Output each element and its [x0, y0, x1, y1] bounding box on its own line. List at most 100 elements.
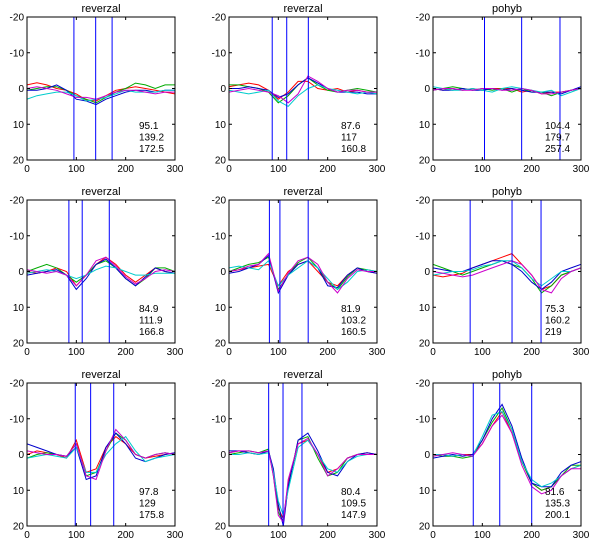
plot-area	[433, 200, 581, 343]
marker-value-2: 117	[341, 133, 357, 144]
series-line-4	[27, 435, 175, 473]
x-tick-label: 200	[523, 164, 540, 175]
series-line-4	[433, 410, 581, 488]
panel-title: reverzal	[283, 186, 322, 198]
y-tick-label: 10	[13, 303, 25, 314]
y-tick-label: 0	[220, 450, 226, 461]
x-tick-label: 200	[117, 164, 134, 175]
y-tick-label: -20	[212, 196, 227, 207]
panel-title: pohyb	[492, 3, 522, 15]
panel-3: pohyb 0 100 200 300 -20 -10 0 10 20 104.4179.7257.…	[416, 3, 590, 175]
x-tick-label: 200	[319, 530, 336, 541]
panel-7: reverzal 0 100 200 300 -20 -10 0 10 20 97.8129175.…	[10, 369, 184, 541]
x-tick-label: 0	[430, 347, 436, 358]
marker-value-1: 81.9	[341, 304, 361, 315]
series-line-4	[27, 265, 175, 280]
y-tick-label: 0	[220, 267, 226, 278]
plot-area	[229, 17, 377, 160]
marker-value-3: 172.5	[139, 144, 164, 155]
x-tick-label: 100	[68, 164, 85, 175]
series-line-3	[433, 403, 581, 488]
y-tick-label: 20	[13, 522, 25, 533]
marker-value-3: 160.8	[341, 144, 366, 155]
series-line-3	[229, 254, 377, 295]
marker-value-2: 103.2	[341, 316, 366, 327]
panel-title: reverzal	[81, 186, 120, 198]
y-tick-label: 10	[215, 120, 227, 131]
series-line-5	[229, 75, 377, 104]
series-line-2	[229, 256, 377, 291]
y-tick-label: -20	[212, 13, 227, 24]
x-tick-label: 300	[369, 530, 386, 541]
marker-value-2: 135.3	[545, 499, 570, 510]
series-line-4	[229, 84, 377, 108]
y-tick-label: -20	[10, 13, 25, 24]
marker-value-1: 84.9	[139, 304, 159, 315]
y-tick-label: -10	[416, 414, 431, 425]
marker-value-2: 139.2	[139, 133, 164, 144]
x-tick-label: 0	[24, 164, 30, 175]
marker-value-2: 111.9	[139, 316, 163, 327]
marker-value-1: 80.4	[341, 487, 361, 498]
marker-value-2: 179.7	[545, 133, 570, 144]
panel-title: reverzal	[81, 369, 120, 381]
y-tick-label: -10	[416, 231, 431, 242]
y-tick-label: 0	[18, 450, 24, 461]
series-line-4	[433, 86, 581, 97]
plot-area	[229, 383, 377, 526]
plot-area	[433, 383, 581, 526]
y-tick-label: 10	[215, 486, 227, 497]
y-tick-label: 0	[18, 267, 24, 278]
y-tick-label: 0	[18, 84, 24, 95]
x-tick-label: 100	[68, 347, 85, 358]
series-line-5	[27, 428, 175, 481]
y-tick-label: 10	[13, 486, 25, 497]
series-line-2	[433, 406, 581, 491]
series-line-4	[229, 259, 377, 291]
panel-2: reverzal 0 100 200 300 -20 -10 0 10 20 87.6117160.…	[212, 3, 386, 175]
x-tick-label: 200	[117, 530, 134, 541]
x-tick-label: 100	[270, 164, 287, 175]
y-tick-label: -10	[212, 231, 227, 242]
series-line-5	[433, 260, 581, 294]
x-tick-label: 200	[319, 347, 336, 358]
x-tick-label: 100	[270, 530, 287, 541]
series-line-4	[27, 89, 175, 102]
x-tick-label: 200	[117, 347, 134, 358]
marker-value-2: 109.5	[341, 499, 366, 510]
series-line-4	[433, 260, 581, 287]
y-tick-label: -10	[10, 48, 25, 59]
panel-title: pohyb	[492, 186, 522, 198]
y-tick-label: -10	[212, 414, 227, 425]
y-tick-label: -20	[416, 196, 431, 207]
y-tick-label: -10	[10, 231, 25, 242]
marker-value-2: 160.2	[545, 316, 570, 327]
y-tick-label: 0	[424, 267, 430, 278]
x-tick-label: 300	[573, 164, 590, 175]
y-tick-label: -20	[10, 379, 25, 390]
series-line-1	[27, 256, 175, 287]
marker-value-3: 160.5	[341, 327, 366, 338]
series-line-5	[229, 437, 377, 524]
y-tick-label: -20	[10, 196, 25, 207]
panel-8: reverzal 0 100 200 300 -20 -10 0 10 20 80.4109.514…	[212, 369, 386, 541]
y-tick-label: 10	[419, 486, 431, 497]
plot-area	[27, 17, 175, 160]
x-tick-label: 0	[430, 530, 436, 541]
y-tick-label: -20	[416, 379, 431, 390]
x-tick-label: 0	[226, 530, 232, 541]
marker-value-3: 175.8	[139, 510, 164, 521]
x-tick-label: 100	[270, 347, 287, 358]
series-line-3	[27, 84, 175, 106]
y-tick-label: 10	[215, 303, 227, 314]
y-tick-label: 10	[419, 303, 431, 314]
marker-value-3: 257.4	[545, 144, 570, 155]
series-line-2	[27, 260, 175, 287]
panel-5: reverzal 0 100 200 300 -20 -10 0 10 20 81.9103.216…	[212, 186, 386, 358]
panel-title: pohyb	[492, 369, 522, 381]
marker-value-1: 81.6	[545, 487, 565, 498]
y-tick-label: 0	[220, 84, 226, 95]
x-tick-label: 300	[369, 164, 386, 175]
x-tick-label: 300	[167, 164, 184, 175]
